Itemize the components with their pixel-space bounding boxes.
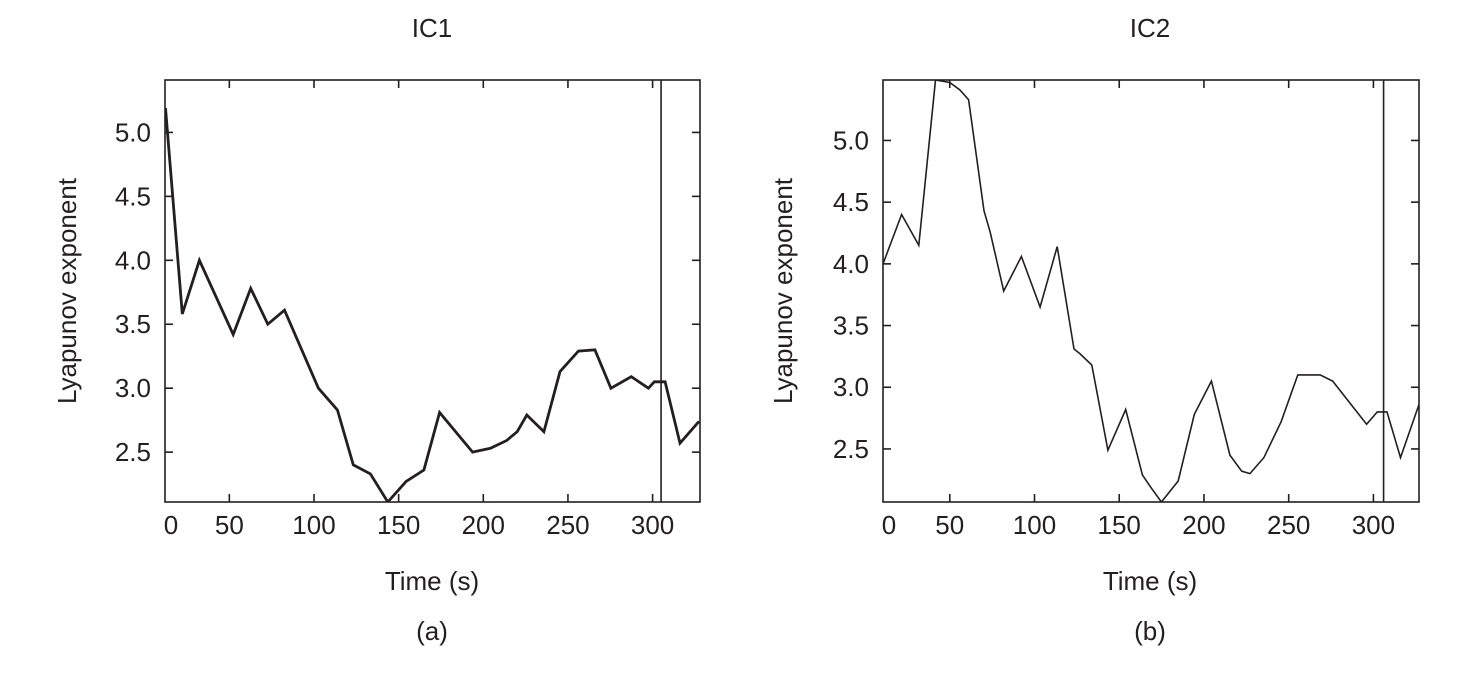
plot-frame — [882, 79, 1420, 503]
x-tick-label: 0 — [164, 510, 178, 540]
x-tick-label: 250 — [546, 510, 589, 540]
panel-label: (b) — [1134, 616, 1166, 646]
x-tick-label: 150 — [1098, 510, 1141, 540]
chart-title: IC2 — [1130, 13, 1170, 43]
chart-title: IC1 — [412, 13, 452, 43]
y-tick-label: 3.0 — [115, 373, 151, 403]
y-tick-label: 2.5 — [833, 434, 869, 464]
y-tick-label: 4.5 — [115, 181, 151, 211]
y-tick-label: 5.0 — [115, 117, 151, 147]
y-tick-label: 3.0 — [833, 372, 869, 402]
x-tick-label: 150 — [377, 510, 420, 540]
y-tick-label: 4.5 — [833, 187, 869, 217]
x-tick-label: 50 — [215, 510, 244, 540]
y-tick-label: 2.5 — [115, 437, 151, 467]
x-axis-label: Time (s) — [1103, 566, 1197, 596]
x-tick-label: 250 — [1267, 510, 1310, 540]
x-tick-label: 200 — [462, 510, 505, 540]
x-tick-label: 200 — [1182, 510, 1225, 540]
plot-frame — [164, 79, 701, 503]
y-tick-label: 5.0 — [833, 125, 869, 155]
panel-label: (a) — [416, 616, 448, 646]
y-tick-label: 4.0 — [833, 249, 869, 279]
panel-b: IC2 Time (s) (b) Lyapunov exponent 0 50 10… — [768, 13, 1420, 646]
x-tick-label: 50 — [935, 510, 964, 540]
x-tick-label: 0 — [882, 510, 896, 540]
panel-a: IC1 Time (s) (a) Lyapunov exponent 0 50 10… — [52, 13, 701, 646]
x-tick-label: 300 — [631, 510, 674, 540]
series-line-ic1 — [165, 107, 700, 502]
y-axis-label: Lyapunov exponent — [52, 177, 82, 404]
x-tick-label: 100 — [1013, 510, 1056, 540]
x-tick-label: 300 — [1352, 510, 1395, 540]
y-axis-label: Lyapunov exponent — [768, 177, 798, 404]
y-tick-label: 3.5 — [833, 311, 869, 341]
y-tick-label: 4.0 — [115, 245, 151, 275]
x-tick-label: 100 — [292, 510, 335, 540]
y-tick-label: 3.5 — [115, 309, 151, 339]
series-line-ic2 — [883, 80, 1419, 502]
x-axis-label: Time (s) — [385, 566, 479, 596]
